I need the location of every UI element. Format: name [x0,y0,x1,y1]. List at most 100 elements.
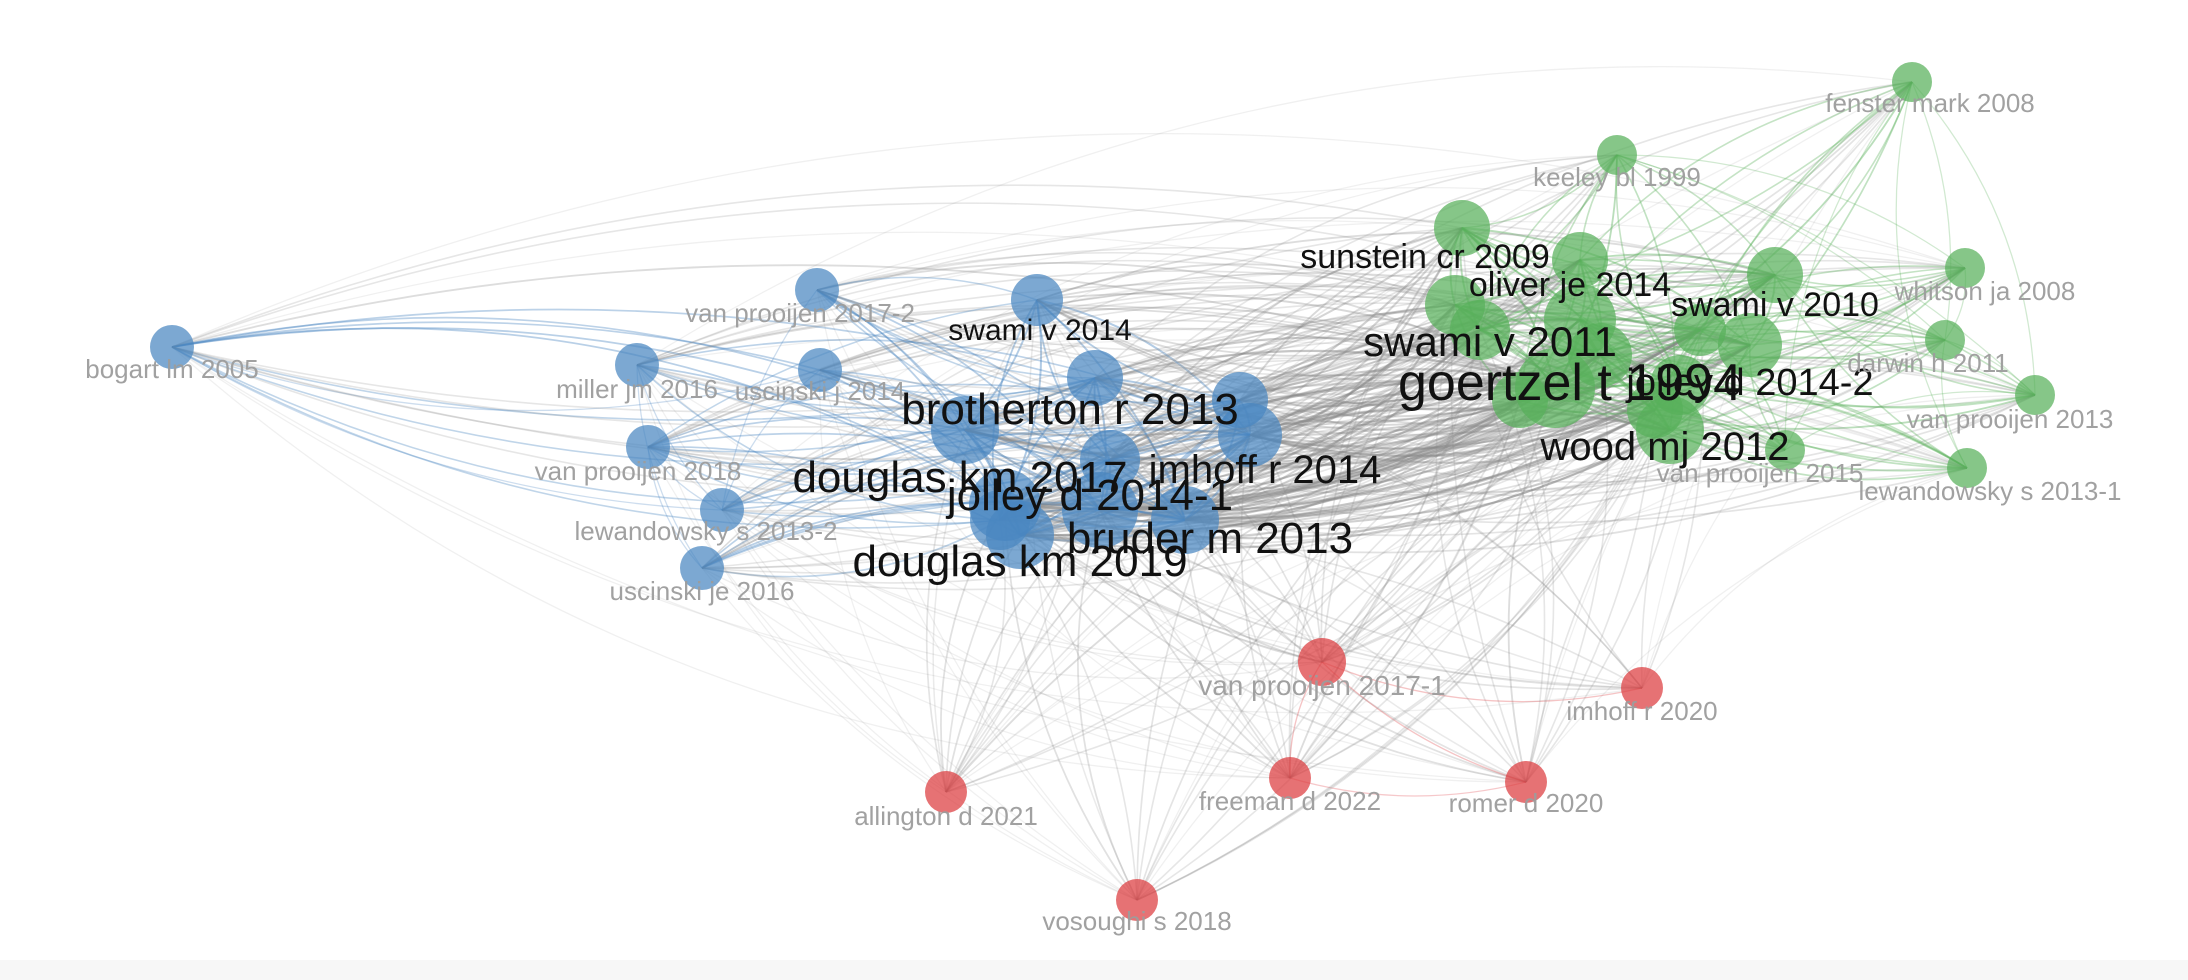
edge [1599,354,1968,469]
node-swami14[interactable] [1011,274,1063,326]
node-vp2017_1[interactable] [1298,638,1346,686]
edge [171,346,1656,475]
edge [945,394,2036,793]
edge [1094,377,1656,450]
edge [1036,263,1456,306]
node-unlabeled[interactable] [1067,350,1123,406]
node-allington[interactable] [925,771,967,813]
edge [1099,386,1556,511]
edge [701,502,1006,569]
edge [816,289,1006,506]
edge [964,429,1643,689]
edge [171,327,1006,506]
edge [816,289,1101,511]
label-keeley: keeley bl 1999 [1533,162,1701,192]
node-brotherton[interactable] [931,396,999,464]
edge [1641,467,1968,689]
edge [1036,299,1521,407]
node-freeman[interactable] [1269,757,1311,799]
node-oliver[interactable] [1425,275,1485,335]
node-vosoughi[interactable] [1116,879,1158,921]
edge [701,274,1776,569]
node-uscinskij[interactable] [798,348,842,392]
label-bruder: bruder m 2013 [1067,514,1353,563]
node-swami11[interactable] [1544,284,1616,356]
edge [1669,267,1966,431]
node-imhoff14[interactable] [1218,403,1282,467]
node-unlabeled[interactable] [1674,304,1726,356]
node-lew2[interactable] [700,488,744,532]
edge [1289,777,1527,797]
edge [1184,329,1701,522]
edge [945,534,1021,793]
label-oliver: oliver je 2014 [1469,266,1671,304]
edge [819,369,1138,901]
edge [636,364,703,569]
node-bruder[interactable] [1151,486,1219,554]
edge [1895,81,1968,469]
edge [721,377,1096,511]
label-swami14: swami v 2014 [948,314,1131,347]
label-douglas17: douglas km 2017 [792,453,1127,502]
edge [1249,329,1481,436]
edge [999,359,2036,521]
node-keeley[interactable] [1597,135,1637,175]
node-vp2017_2[interactable] [795,268,839,312]
edge [964,274,1776,437]
node-swami10[interactable] [1747,247,1803,303]
edge [636,364,1138,901]
node-vp2018[interactable] [626,425,670,469]
node-vp2013[interactable] [2015,375,2055,415]
node-wood[interactable] [1636,396,1704,464]
edge [721,459,1111,518]
edge [945,434,1251,793]
edge [721,509,1323,664]
edge [1525,409,1656,783]
label-douglas19: douglas km 2019 [852,537,1187,586]
edge [1239,227,1463,401]
node-jolley2[interactable] [1718,313,1782,377]
edge [1136,304,1456,901]
edge [1094,377,1527,783]
edge [1249,394,2036,483]
node-romer[interactable] [1505,761,1547,803]
node-lew1[interactable] [1947,448,1987,488]
edge [1109,154,1618,461]
edge [1136,339,1946,901]
node-douglas19[interactable] [986,501,1054,569]
edge [1094,377,1681,431]
label-bogart: bogart lm 2005 [85,354,258,384]
node-jolley1[interactable] [1062,472,1138,548]
edge [636,66,1913,366]
label-darwin: darwin h 2011 [1847,348,2008,378]
edge [1094,329,1481,394]
edge [171,346,1291,779]
node-imhoff20[interactable] [1621,667,1663,709]
edge [819,286,1456,371]
edge [1004,504,1527,783]
node-miller[interactable] [615,343,659,387]
edge [1321,661,1643,703]
node-uscinskije[interactable] [680,546,724,590]
node-goertzel[interactable] [1515,348,1595,428]
edge [1911,81,1952,341]
node-sunstein[interactable] [1434,200,1490,256]
node-fenster[interactable] [1892,62,1932,102]
edge [647,327,1556,448]
node-vp2015[interactable] [1765,430,1805,470]
node-darwin[interactable] [1925,320,1965,360]
edge [964,227,1463,431]
edge [647,446,1001,525]
edge [1321,661,1527,783]
edge [721,354,1601,515]
edge [1004,81,1913,506]
edge [1184,399,1521,521]
label-swami10: swami v 2010 [1671,286,1879,324]
label-brotherton: brotherton r 2013 [901,385,1239,434]
edge [819,269,2036,396]
edge [721,302,1456,511]
node-bogart[interactable] [150,325,194,369]
node-unlabeled[interactable] [1552,232,1608,288]
edge [171,133,1966,348]
node-whitson[interactable] [1945,248,1985,288]
